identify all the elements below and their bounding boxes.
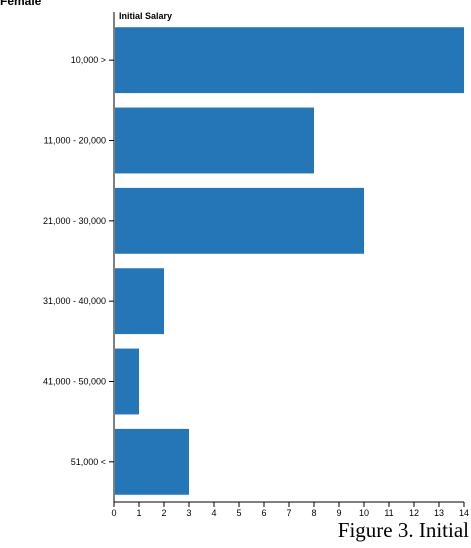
x-tick-label: 9 [336, 508, 341, 518]
bars-layer [115, 27, 464, 495]
y-tick-label: 11,000 - 20,000 [44, 136, 106, 146]
y-tick-label: 41,000 - 50,000 [43, 377, 106, 387]
x-tick-label: 8 [311, 508, 316, 518]
x-tick-label: 5 [236, 508, 241, 518]
x-tick-label: 1 [136, 508, 141, 518]
x-tick-label: 14 [459, 508, 469, 518]
x-tick-label: 2 [161, 508, 166, 518]
bar-1 [115, 27, 464, 94]
x-tick-label: 12 [409, 508, 419, 518]
chart-title: Initial Salary [119, 11, 173, 21]
x-tick-label: 3 [186, 508, 191, 518]
figure-caption: Figure 3. Initial [337, 518, 469, 542]
y-tick-label: 21,000 - 30,000 [43, 216, 106, 226]
x-tick-label: 4 [211, 508, 216, 518]
x-tick-label: 13 [434, 508, 444, 518]
bar-5 [115, 348, 139, 415]
x-tick-label: 11 [384, 508, 393, 518]
x-tick-label: 7 [286, 508, 291, 518]
bar-2 [115, 107, 314, 174]
y-tick-label: 31,000 - 40,000 [43, 296, 106, 306]
bar-4 [115, 268, 164, 335]
y-tick-label: 51,000 < [71, 457, 106, 467]
group-label-female: Female [0, 0, 42, 8]
x-tick-label: 6 [261, 508, 266, 518]
x-tick-label: 0 [111, 508, 116, 518]
y-tick-label: 10,000 > [71, 55, 106, 65]
bar-6 [115, 428, 189, 495]
bar-3 [115, 187, 364, 254]
x-tick-label: 10 [359, 508, 369, 518]
